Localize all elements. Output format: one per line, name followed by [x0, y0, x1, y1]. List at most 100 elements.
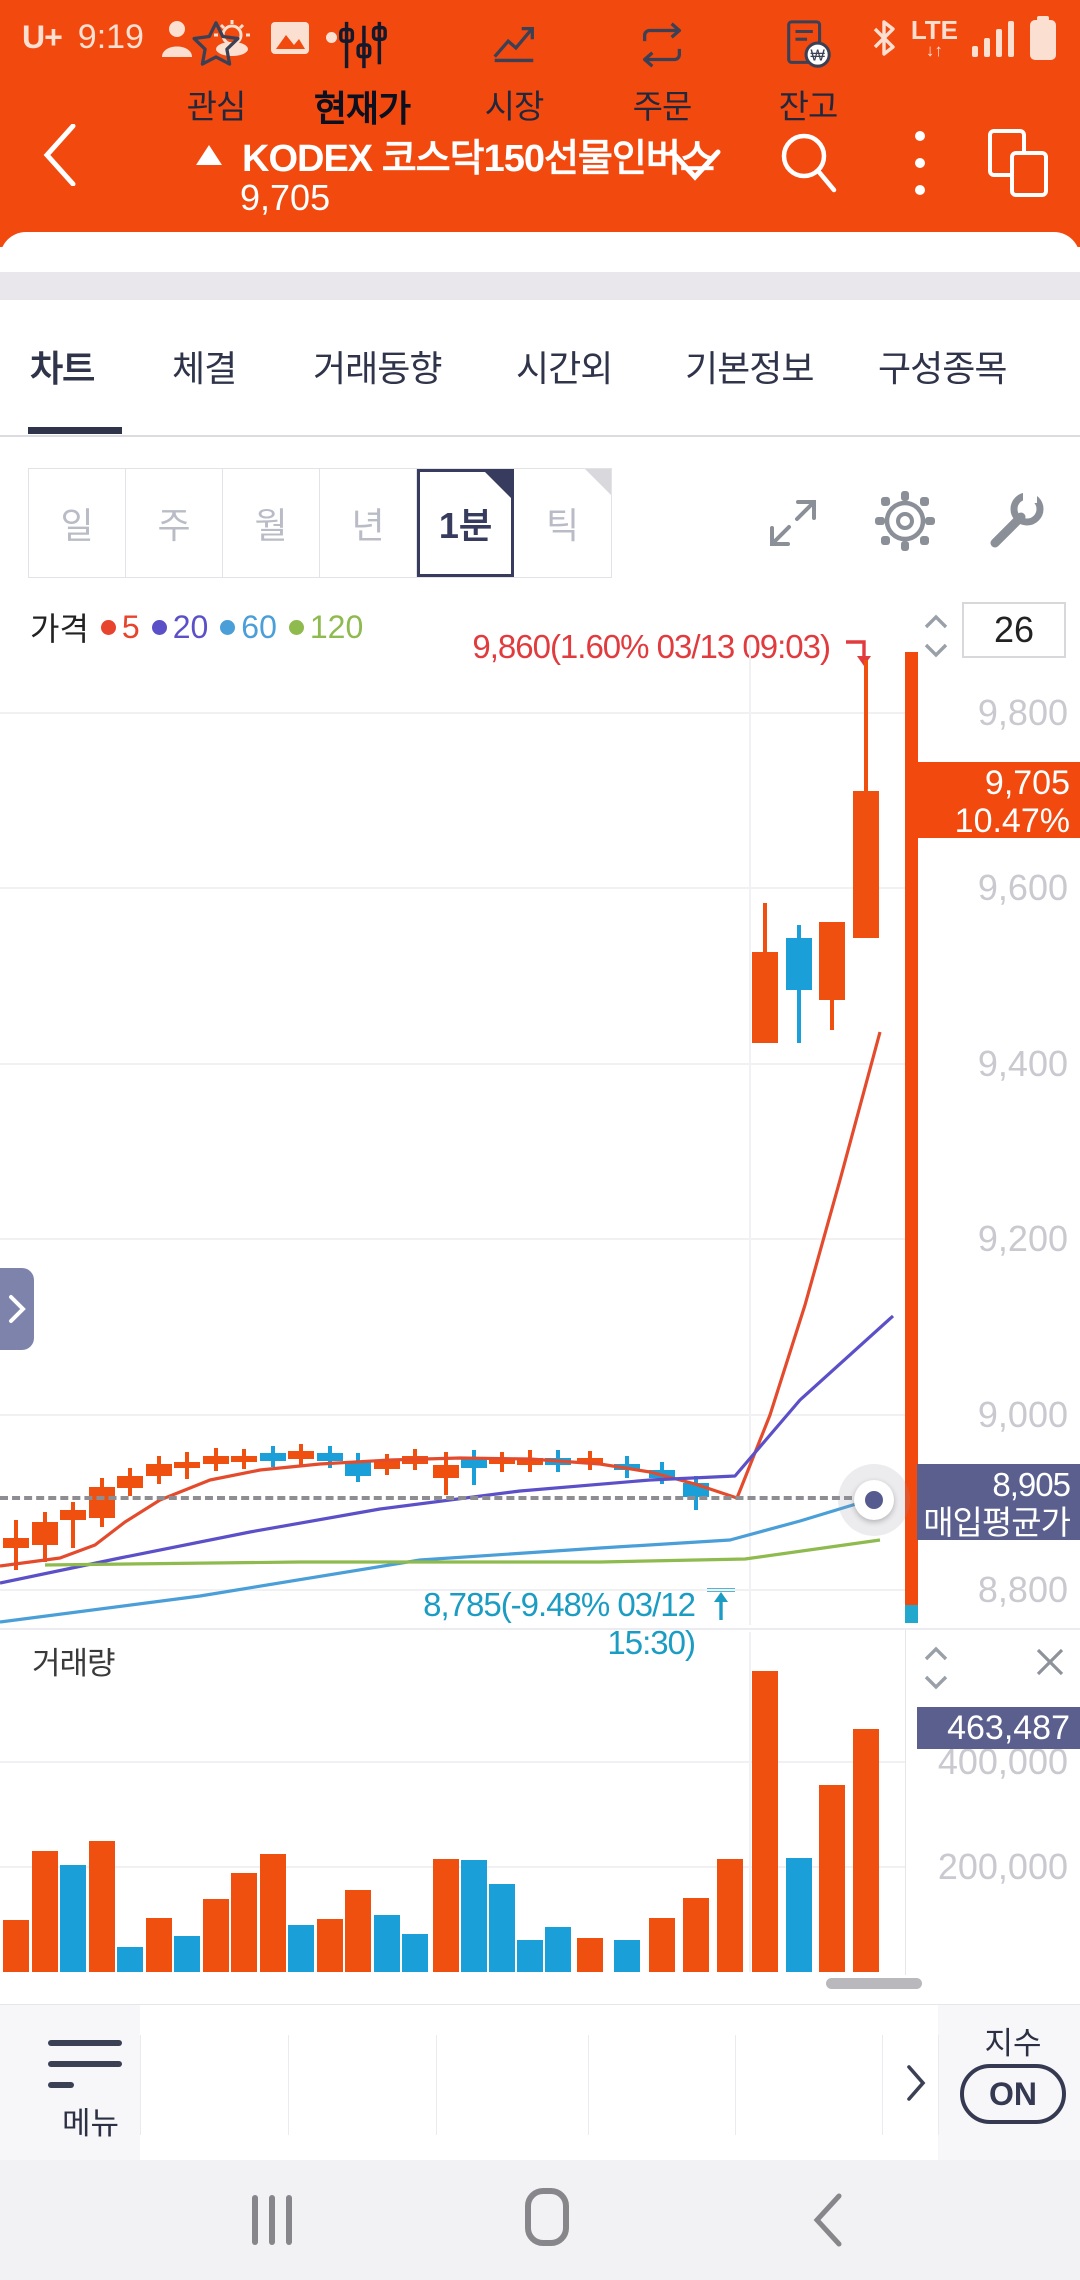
timeframe-1min[interactable]: 1분	[417, 469, 514, 577]
timeframe-day[interactable]: 일	[29, 469, 126, 577]
price-axis-label: 9,600	[977, 867, 1068, 909]
header-gap	[0, 272, 1080, 300]
price-axis-label: 9,800	[977, 692, 1068, 733]
volume-bar	[203, 1899, 229, 1972]
expand-icon[interactable]	[762, 492, 824, 554]
price-axis-label: 9,200	[977, 1218, 1068, 1260]
volume-bar	[60, 1865, 86, 1972]
candle-body	[345, 1461, 371, 1476]
hamburger-menu-icon[interactable]	[48, 2040, 122, 2088]
kebab-menu-icon[interactable]	[898, 123, 942, 203]
volume-bar	[819, 1784, 845, 1972]
price-gridline	[0, 712, 905, 714]
bottom-nav	[0, 2004, 1080, 2161]
android-nav-bar	[0, 2160, 1080, 2280]
volume-bar	[752, 1670, 778, 1972]
close-icon[interactable]	[1030, 1642, 1070, 1682]
timeframe-year[interactable]: 년	[320, 469, 417, 577]
candle-body	[288, 1451, 314, 1460]
volume-bar	[853, 1728, 879, 1972]
candle-body	[517, 1457, 543, 1466]
horizontal-scrollbar[interactable]	[826, 1978, 922, 1989]
current-price-badge: 9,705 10.47%	[917, 762, 1080, 840]
current-column-strip-tip	[905, 1605, 918, 1623]
recents-icon[interactable]	[252, 2195, 292, 2245]
candle-body	[819, 921, 845, 1000]
candle-body	[374, 1461, 400, 1469]
status-time: 9:19	[77, 18, 144, 56]
gear-icon[interactable]	[872, 488, 938, 554]
tab-trade-trend[interactable]: 거래동향	[313, 348, 442, 389]
candle-count-box[interactable]: 26	[962, 602, 1066, 658]
candle-body	[317, 1453, 343, 1462]
nav-item-balance[interactable]: ₩ 잔고	[734, 0, 882, 156]
volume-bar	[260, 1854, 286, 1972]
signal-bars-icon	[972, 19, 1014, 57]
header-price: 9,705	[240, 177, 331, 218]
nav-item-current-price[interactable]: 현재가	[288, 0, 436, 156]
tab-constituents[interactable]: 구성종목	[878, 348, 1007, 389]
legend-title: 가격	[30, 611, 89, 647]
candle-body	[752, 952, 778, 1043]
candle-body	[786, 938, 812, 991]
android-back-icon[interactable]	[805, 2190, 849, 2250]
volume-bar	[433, 1859, 459, 1972]
volume-bar	[545, 1926, 571, 1972]
up-triangle-icon	[196, 144, 222, 165]
candle-body	[433, 1465, 459, 1478]
volume-bar	[231, 1873, 257, 1972]
volume-bar	[146, 1917, 172, 1972]
volume-axis-chevrons[interactable]	[918, 1640, 954, 1696]
index-on-toggle[interactable]: ON	[960, 2064, 1066, 2124]
legend-ma5: 5	[100, 609, 140, 646]
volume-bar	[402, 1934, 428, 1972]
volume-bar	[717, 1859, 743, 1972]
side-panel-expand-tab[interactable]	[0, 1268, 34, 1350]
windows-icon[interactable]	[980, 121, 1056, 205]
wrench-icon[interactable]	[982, 488, 1048, 554]
search-icon[interactable]	[768, 123, 848, 203]
candle-sliders-icon	[335, 14, 389, 76]
nav-more-chevron-icon[interactable]	[896, 2055, 936, 2111]
ma-line-MA20	[0, 1314, 895, 1585]
volume-bar	[32, 1851, 58, 1972]
tab-chart[interactable]: 차트	[30, 348, 95, 389]
volume-bar	[174, 1936, 200, 1972]
high-annotation: 9,860(1.60% 03/13 09:03)	[472, 628, 831, 665]
active-tab-underline	[28, 427, 122, 434]
candle-body	[174, 1461, 200, 1469]
nav-item-order[interactable]: 주문	[588, 0, 736, 156]
panel-separator	[0, 1628, 1080, 1630]
tab-bar: 차트 체결 거래동향 시간외 기본정보 구성종목	[0, 300, 1080, 437]
volume-bar	[3, 1920, 29, 1972]
volume-axis-label: 200,000	[937, 1846, 1068, 1887]
timeframe-month[interactable]: 월	[223, 469, 320, 577]
axis-zoom-chevrons[interactable]	[918, 608, 954, 664]
candle-body	[853, 791, 879, 939]
back-icon[interactable]	[30, 115, 90, 195]
price-gridline	[0, 887, 905, 890]
nav-item-watchlist[interactable]: 관심	[142, 0, 290, 156]
carrier-logo: U+	[22, 19, 63, 55]
app-header: KODEX 코스닥150선물인버스 9,705	[0, 75, 1080, 247]
avg-price-marker-dot	[865, 1491, 883, 1509]
timeframe-week[interactable]: 주	[126, 469, 223, 577]
tab-after-hours[interactable]: 시간외	[516, 348, 613, 389]
nav-item-market[interactable]: 시장	[440, 0, 588, 156]
candle-body	[32, 1522, 58, 1546]
dogear-fold	[485, 472, 511, 498]
price-gridline	[0, 1589, 905, 1591]
legend-ma20: 20	[151, 609, 208, 646]
home-icon[interactable]	[525, 2188, 569, 2246]
tab-executions[interactable]: 체결	[172, 348, 237, 389]
sheet-top	[0, 232, 1080, 272]
current-column-strip	[905, 652, 918, 1605]
legend-ma60: 60	[220, 609, 277, 646]
day-separator	[749, 640, 751, 1625]
menu-label[interactable]: 메뉴	[62, 2106, 120, 2141]
tab-basic-info[interactable]: 기본정보	[685, 348, 814, 389]
timeframe-tick[interactable]: 틱	[514, 469, 611, 577]
chevron-down-icon[interactable]	[662, 135, 728, 195]
price-gridline	[0, 1062, 905, 1065]
